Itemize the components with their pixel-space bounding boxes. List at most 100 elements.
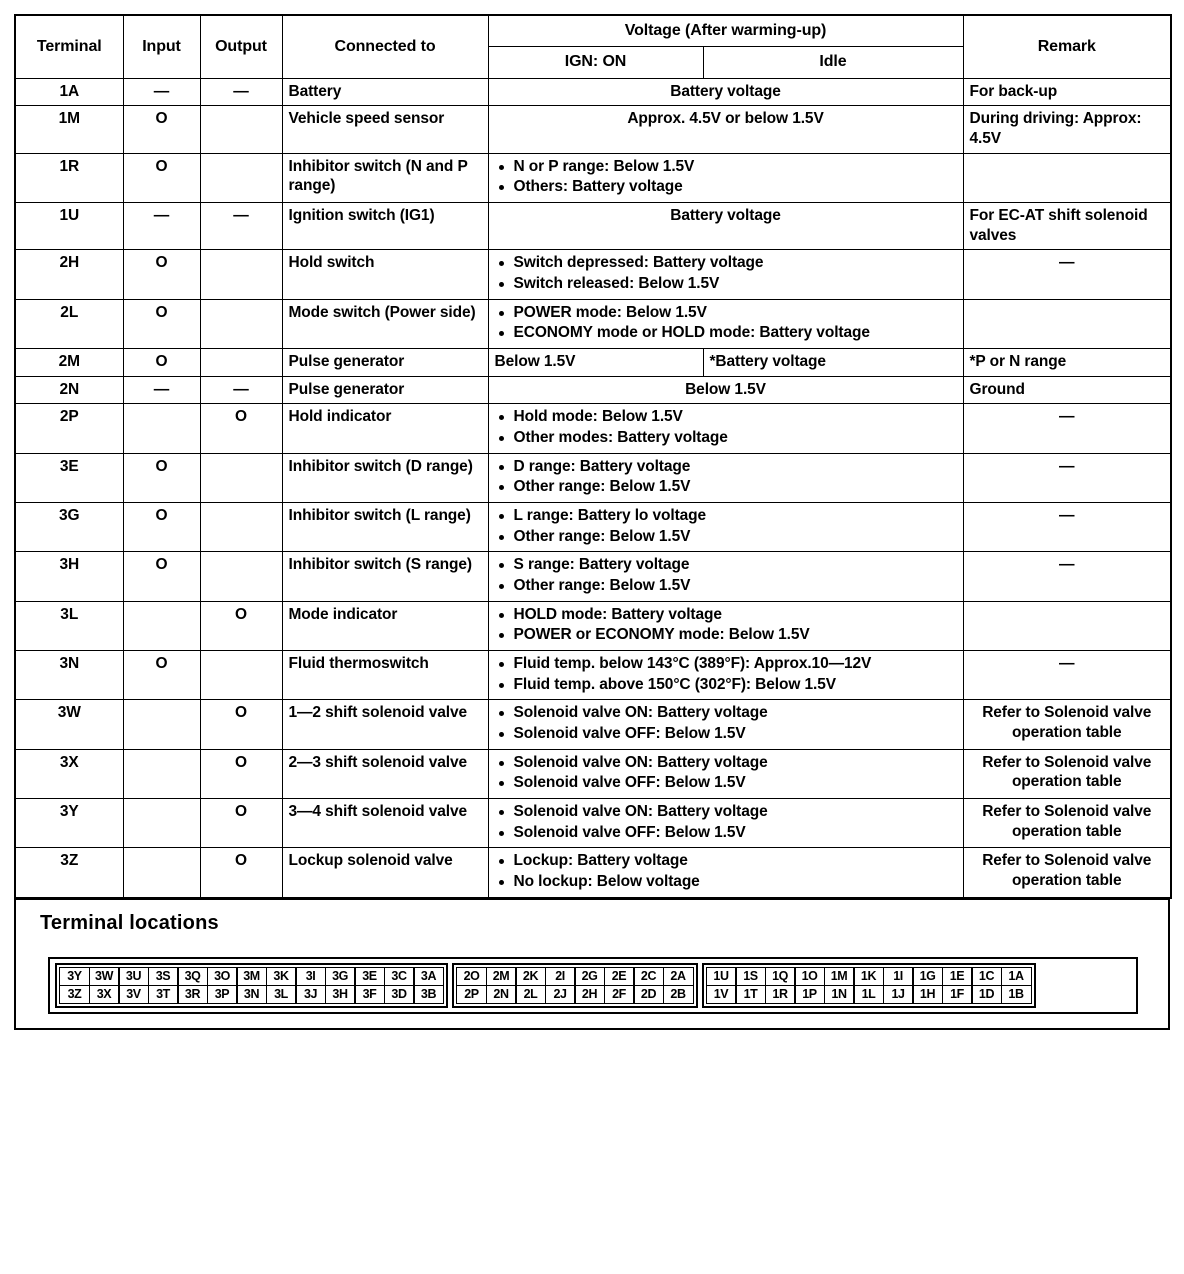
cell-remark: —	[962, 551, 1172, 602]
table-row: 3X O 2—3 shift solenoid valve Solenoid valv…	[14, 748, 1172, 800]
cell-input: O	[122, 249, 201, 300]
cell-voltage: Switch depressed: Battery voltage Switch …	[487, 249, 964, 300]
pin-2I: 2I	[544, 966, 576, 987]
table-row: 3Z O Lockup solenoid valve Lockup: Battery …	[14, 847, 1172, 899]
cell-voltage: Battery voltage	[487, 77, 964, 107]
cell-input: O	[122, 502, 201, 553]
voltage-bullet-list: Solenoid valve ON: Battery voltage Soleno…	[495, 753, 957, 793]
pin-2D: 2D	[633, 984, 664, 1005]
pin-2O: 2O	[456, 966, 487, 987]
voltage-bullet-item: Fluid temp. above 150°C (302°F): Below 1…	[495, 675, 957, 695]
cell-input: O	[122, 152, 201, 203]
voltage-bullet-item: Other range: Below 1.5V	[495, 576, 957, 596]
pin-1T: 1T	[735, 984, 766, 1005]
cell-remark: Refer to Solenoid valve operation table	[962, 699, 1172, 750]
pin-2H: 2H	[574, 984, 605, 1005]
cell-voltage: Below 1.5V	[487, 375, 964, 405]
terminal-locations-title: Terminal locations	[40, 911, 219, 934]
voltage-bullet-list: L range: Battery lo voltage Other range: …	[495, 506, 957, 546]
voltage-bullet-item: POWER or ECONOMY mode: Below 1.5V	[495, 625, 957, 645]
cell-input: O	[122, 348, 201, 377]
table-row: 3W O 1—2 shift solenoid valve Solenoid valv…	[14, 699, 1172, 750]
cell-voltage-idle: *Battery voltage	[702, 348, 964, 377]
table-row: 1M O Vehicle speed sensor Approx. 4.5V or b…	[14, 105, 1172, 154]
pin-row-bottom: 3Z 3X 3V 3T 3R 3P 3N 3L 3J 3H 3F 3D 3B	[59, 984, 444, 1005]
voltage-bullet-list: HOLD mode: Battery voltage POWER or ECONO…	[495, 605, 957, 645]
voltage-bullet-item: Solenoid valve ON: Battery voltage	[495, 753, 957, 773]
pin-3Q: 3Q	[177, 966, 208, 987]
pin-2E: 2E	[603, 966, 635, 987]
pin-3B: 3B	[413, 984, 444, 1005]
cell-remark: —	[962, 650, 1172, 701]
pin-3Z: 3Z	[59, 984, 90, 1005]
cell-input: O	[122, 452, 201, 504]
cell-connected-to: Vehicle speed sensor	[281, 105, 489, 154]
terminal-locations-section: Terminal locations 3Y 3W 3U 3S 3Q 3O 3M 3K 3I 3G 3…	[14, 897, 1170, 1031]
pin-3J: 3J	[295, 984, 326, 1005]
voltage-bullet-list: N or P range: Below 1.5V Others: Battery …	[495, 157, 957, 197]
connector-diagram: 3Y 3W 3U 3S 3Q 3O 3M 3K 3I 3G 3E 3C 3A 3Z 3X 3V 3T 3R 3P 3N…	[48, 956, 1138, 1015]
connector-3-series: 3Y 3W 3U 3S 3Q 3O 3M 3K 3I 3G 3E 3C 3A 3Z 3X 3V 3T 3R 3P 3N…	[55, 962, 448, 1009]
column-header-terminal: Terminal	[14, 14, 124, 79]
voltage-bullet-item: Fluid temp. below 143°C (389°F): Approx.…	[495, 654, 957, 674]
voltage-bullet-item: No lockup: Below voltage	[495, 872, 957, 892]
pin-3T: 3T	[147, 984, 179, 1005]
voltage-bullet-item: N or P range: Below 1.5V	[495, 157, 957, 177]
pin-1I: 1I	[882, 966, 914, 987]
cell-output: —	[199, 375, 283, 405]
table-row: 1A — — Battery Battery voltage For back-up	[14, 77, 1172, 107]
cell-voltage: Solenoid valve ON: Battery voltage Soleno…	[487, 798, 964, 849]
column-header-input: Input	[122, 14, 201, 79]
cell-output	[199, 502, 283, 553]
cell-terminal: 3N	[14, 650, 124, 701]
cell-voltage: L range: Battery lo voltage Other range: …	[487, 502, 964, 553]
pin-1F: 1F	[941, 984, 973, 1005]
cell-input: O	[122, 551, 201, 602]
table-row: 2H O Hold switch Switch depressed: Battery …	[14, 249, 1172, 300]
pin-3I: 3I	[295, 966, 326, 987]
cell-terminal: 1R	[14, 152, 124, 203]
cell-voltage: Battery voltage	[487, 201, 964, 251]
voltage-bullet-item: S range: Battery voltage	[495, 555, 957, 575]
pin-2A: 2A	[662, 966, 694, 987]
pin-3P: 3P	[206, 984, 238, 1005]
pin-3S: 3S	[147, 966, 179, 987]
cell-output	[199, 650, 283, 701]
column-header-ign-on: IGN: ON	[487, 46, 704, 79]
cell-remark: Ground	[962, 375, 1172, 405]
cell-connected-to: 1—2 shift solenoid valve	[281, 699, 489, 750]
cell-output: O	[199, 403, 283, 454]
pin-1J: 1J	[882, 984, 914, 1005]
pin-2N: 2N	[485, 984, 517, 1005]
cell-output	[199, 249, 283, 300]
pin-3V: 3V	[118, 984, 149, 1005]
cell-output: O	[199, 600, 283, 652]
pin-1Q: 1Q	[764, 966, 796, 987]
pin-3A: 3A	[413, 966, 444, 987]
cell-input: O	[122, 298, 201, 350]
pin-1B: 1B	[1000, 984, 1032, 1005]
cell-connected-to: Mode switch (Power side)	[281, 298, 489, 350]
cell-terminal: 1M	[14, 105, 124, 154]
cell-connected-to: Inhibitor switch (N and P range)	[281, 152, 489, 203]
cell-terminal: 3L	[14, 600, 124, 652]
pin-2J: 2J	[544, 984, 576, 1005]
cell-connected-to: Ignition switch (IG1)	[281, 201, 489, 251]
cell-input: —	[122, 77, 201, 107]
pin-3E: 3E	[354, 966, 385, 987]
voltage-bullet-list: Fluid temp. below 143°C (389°F): Approx.…	[495, 654, 957, 694]
cell-output	[199, 152, 283, 203]
pin-1L: 1L	[853, 984, 884, 1005]
cell-terminal: 1A	[14, 77, 124, 107]
table-row: 1R O Inhibitor switch (N and P range) N or …	[14, 152, 1172, 203]
voltage-bullet-item: HOLD mode: Battery voltage	[495, 605, 957, 625]
cell-output	[199, 452, 283, 504]
cell-output: O	[199, 699, 283, 750]
cell-terminal: 3Z	[14, 847, 124, 899]
pin-2P: 2P	[456, 984, 487, 1005]
pin-1N: 1N	[823, 984, 855, 1005]
cell-connected-to: Pulse generator	[281, 348, 489, 377]
pin-1H: 1H	[912, 984, 943, 1005]
cell-input	[122, 699, 201, 750]
cell-remark: *P or N range	[962, 348, 1172, 377]
